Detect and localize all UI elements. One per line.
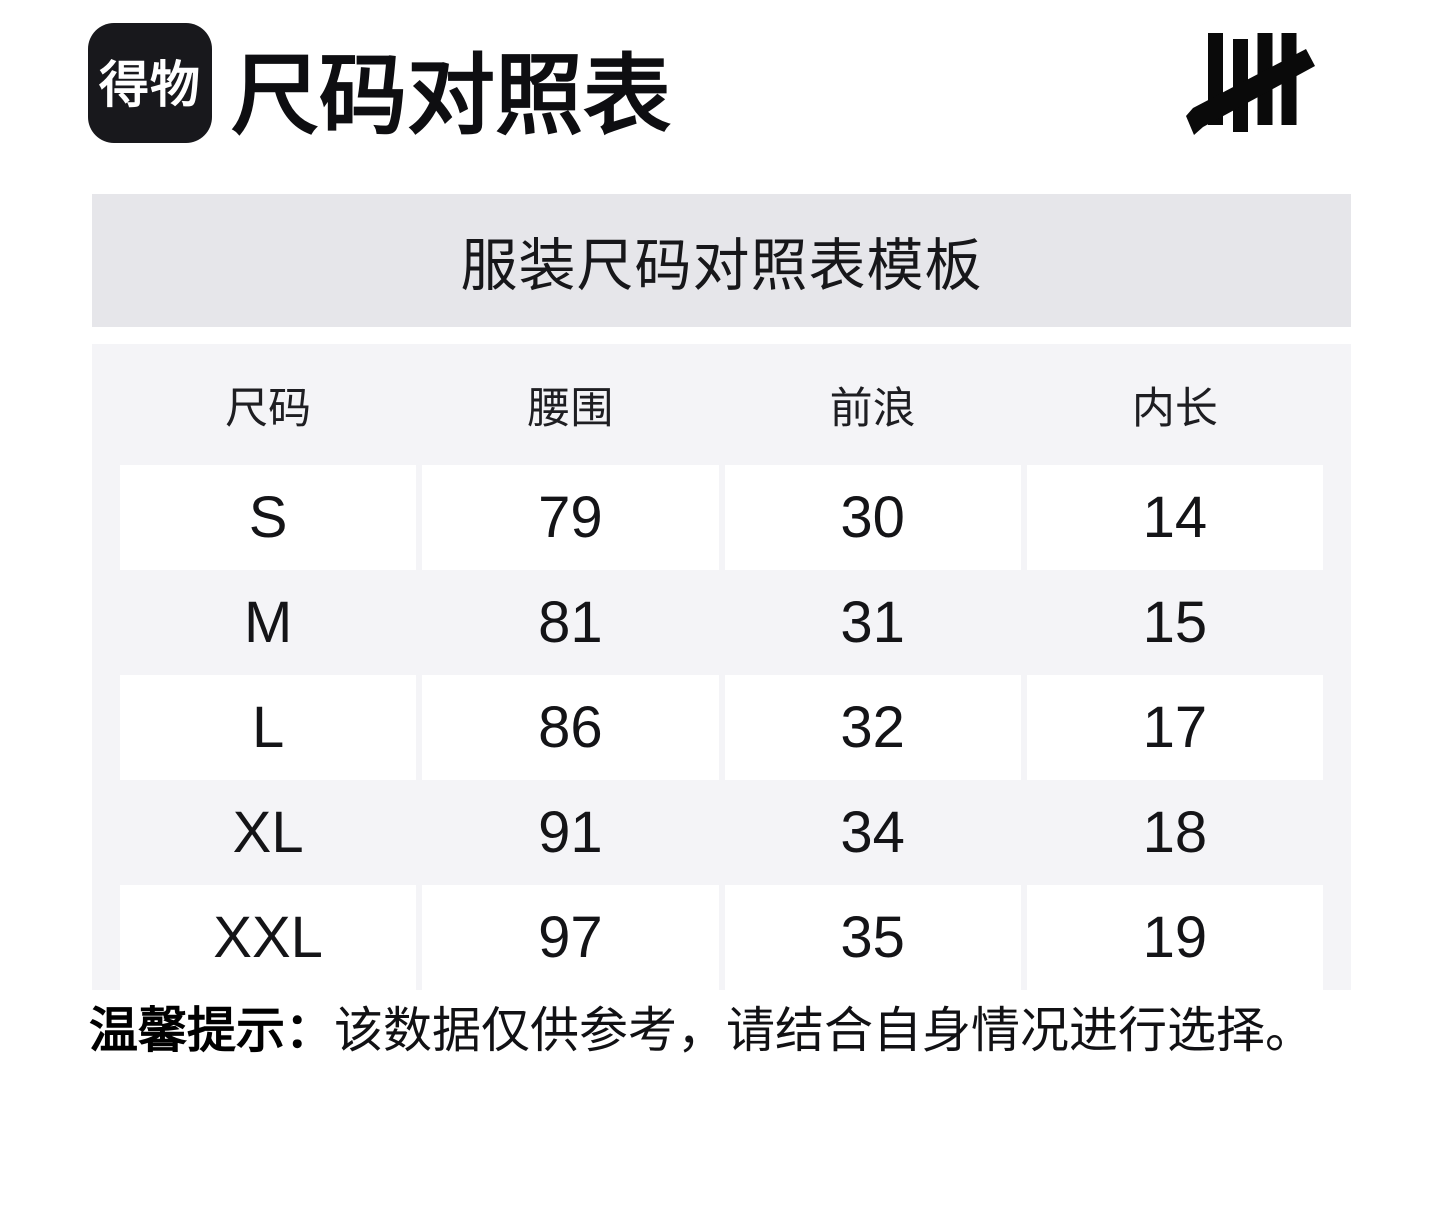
cell-inseam: 19 [1026, 885, 1323, 990]
cell-inseam: 14 [1026, 465, 1323, 570]
cell-inseam: 17 [1026, 675, 1323, 780]
disclaimer-label: 温馨提示： [89, 1004, 335, 1058]
cell-size: XXL [120, 885, 417, 990]
cell-waist: 91 [538, 800, 603, 865]
cell-front-rise: 31 [840, 590, 905, 655]
column-header-inseam: 内长 [1131, 384, 1218, 433]
cell-waist: 81 [538, 590, 603, 655]
dewu-logo-text: 得物 [99, 57, 201, 113]
size-table: 尺码 腰围 前浪 内长 S 79 30 14 M 81 31 15 L 86 3… [92, 344, 1351, 990]
undefeated-five-strikes-icon [1186, 33, 1315, 135]
template-title-banner: 服装尺码对照表模板 [92, 194, 1351, 327]
cell-size: M [243, 590, 293, 655]
cell-size: L [120, 675, 417, 780]
cell-inseam: 15 [1142, 590, 1208, 655]
cell-size: S [120, 465, 417, 570]
column-header-waist: 腰围 [527, 384, 614, 433]
cell-front-rise: 35 [724, 885, 1021, 990]
cell-front-rise: 34 [840, 800, 905, 865]
cell-front-rise: 32 [724, 675, 1021, 780]
disclaimer-text: 该数据仅供参考，请结合自身情况进行选择。 [334, 1004, 1315, 1058]
column-header-front-rise: 前浪 [829, 384, 916, 433]
cell-front-rise: 30 [724, 465, 1021, 570]
cell-waist: 79 [422, 465, 719, 570]
column-header-size: 尺码 [225, 384, 312, 433]
cell-waist: 97 [422, 885, 719, 990]
cell-waist: 86 [422, 675, 719, 780]
disclaimer-note: 温馨提示：该数据仅供参考，请结合自身情况进行选择。 [89, 1001, 1314, 1061]
dewu-app-logo: 得物 [88, 23, 212, 143]
template-title: 服装尺码对照表模板 [460, 233, 983, 298]
page-title: 尺码对照表 [231, 46, 672, 145]
cell-size: XL [232, 800, 304, 865]
cell-inseam: 18 [1142, 800, 1208, 865]
